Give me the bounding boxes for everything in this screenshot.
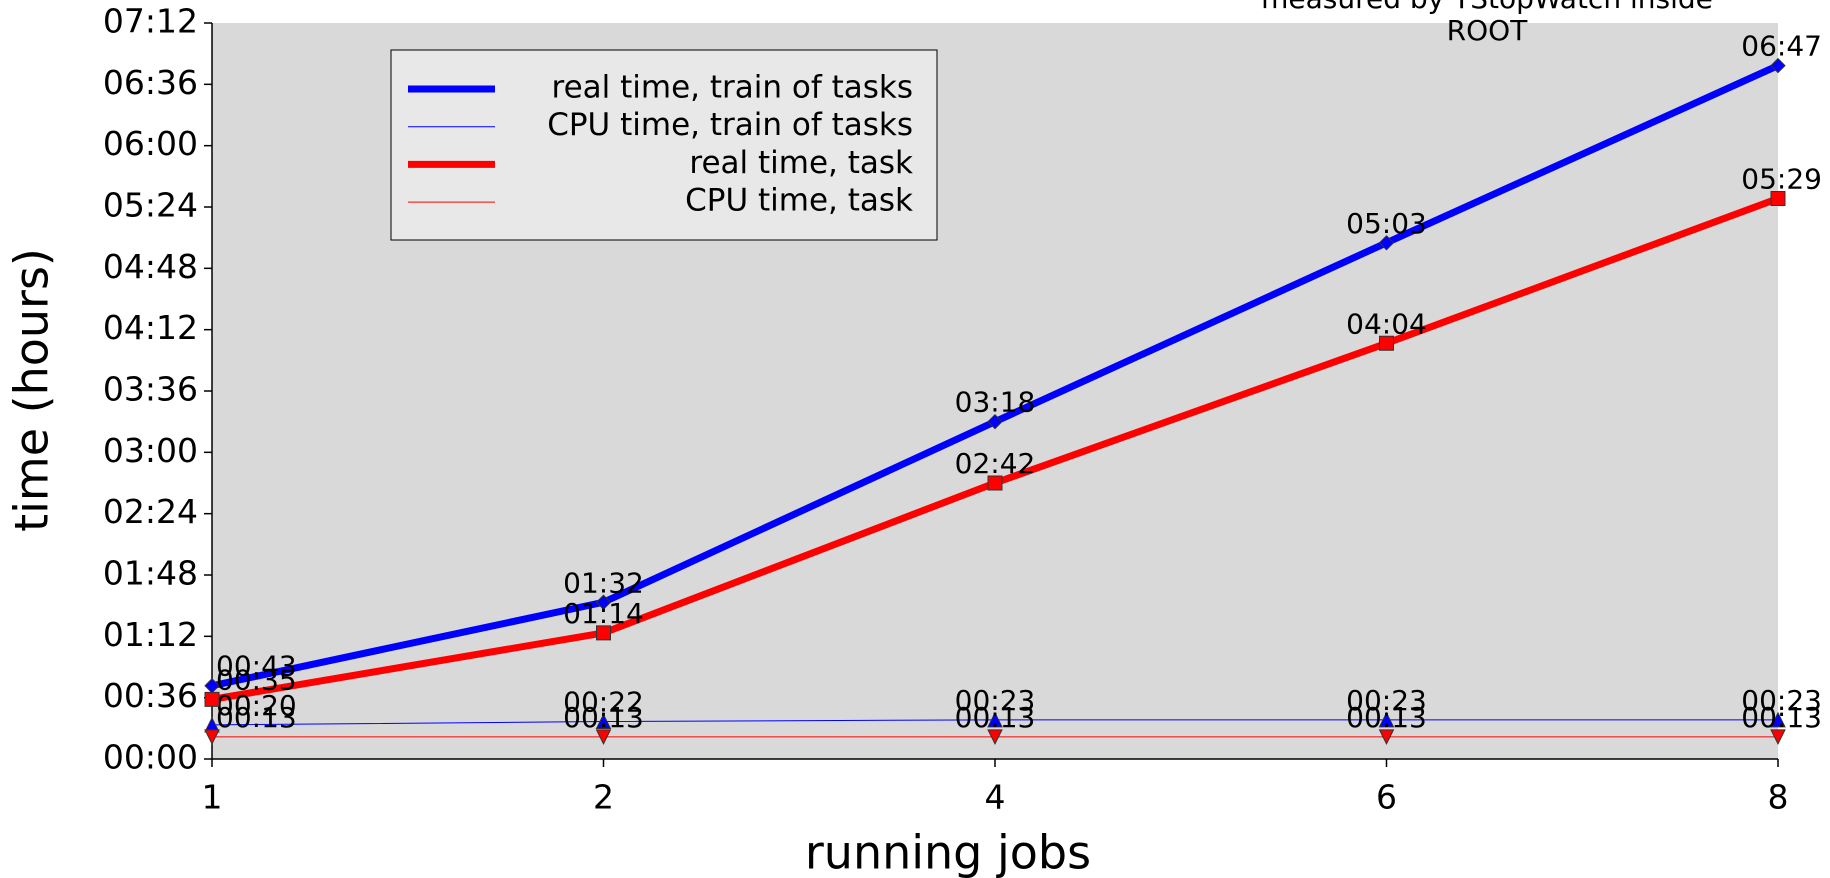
y-tick-label: 05:24 [103,186,198,225]
marker [1770,190,1786,206]
legend-label: CPU time, task [685,183,913,219]
y-tick-label: 07:12 [103,2,198,41]
marker [595,729,612,745]
data-label: 01:14 [563,597,644,630]
x-tick-label: 8 [1768,778,1789,817]
legend-label: CPU time, train of tasks [547,107,913,143]
marker [204,729,220,745]
data-label: 00:13 [563,701,644,734]
x-tick-label: 2 [593,778,614,817]
y-tick-label: 03:00 [103,431,198,470]
x-axis-title: running jobs [805,826,1091,878]
y-tick-label: 06:00 [103,124,198,163]
marker [596,625,611,641]
marker [1378,729,1395,745]
data-label: 05:03 [1346,207,1427,240]
data-label: 00:23 [1741,684,1822,717]
data-label: 03:18 [955,386,1036,419]
data-label: 06:47 [1741,30,1822,63]
marker [1770,711,1786,728]
data-label: 05:29 [1741,162,1822,195]
data-label: 01:32 [563,566,644,599]
data-label: 00:13 [1741,701,1822,734]
marker [595,594,612,610]
x-tick-label: 6 [1376,778,1397,817]
y-tick-label: 00:00 [103,738,198,777]
legend-box [390,49,938,241]
marker [204,691,220,707]
data-label: 02:42 [955,447,1036,480]
marker [987,413,1003,430]
marker [1378,235,1395,251]
marker [1770,729,1786,745]
marker [595,713,612,730]
y-tick-label: 03:36 [103,370,198,409]
y-tick-label: 01:48 [103,554,198,593]
marker [987,711,1003,728]
data-label: 00:23 [1346,684,1427,717]
marker [987,475,1003,491]
x-tick-label: 4 [985,778,1006,817]
data-label: 00:22 [563,686,644,719]
data-label: 00:20 [216,689,297,722]
x-tick-label: 1 [202,778,223,817]
data-label: 00:13 [955,701,1036,734]
marker [987,729,1003,745]
y-tick-label: 04:48 [103,247,198,286]
marker [1379,335,1394,351]
data-label: 00:43 [216,650,297,683]
data-label: 00:13 [216,701,297,734]
y-tick-label: 01:12 [103,615,198,654]
marker [1770,57,1786,74]
y-tick-label: 00:36 [103,676,198,715]
annotation: ROOT [1447,14,1529,47]
data-label: 04:04 [1346,307,1427,340]
y-tick-label: 06:36 [103,63,198,102]
y-tick-label: 02:24 [103,492,198,531]
y-axis-title: time (hours) [5,248,59,532]
legend-label: real time, train of tasks [552,70,914,106]
annotation: measured by TStopWatch inside [1261,0,1713,15]
data-label: 00:13 [1346,701,1427,734]
data-label: 00:35 [216,663,297,696]
marker [1378,711,1395,728]
y-tick-label: 04:12 [103,308,198,347]
data-label: 00:23 [955,684,1036,717]
legend-label: real time, task [689,145,913,181]
